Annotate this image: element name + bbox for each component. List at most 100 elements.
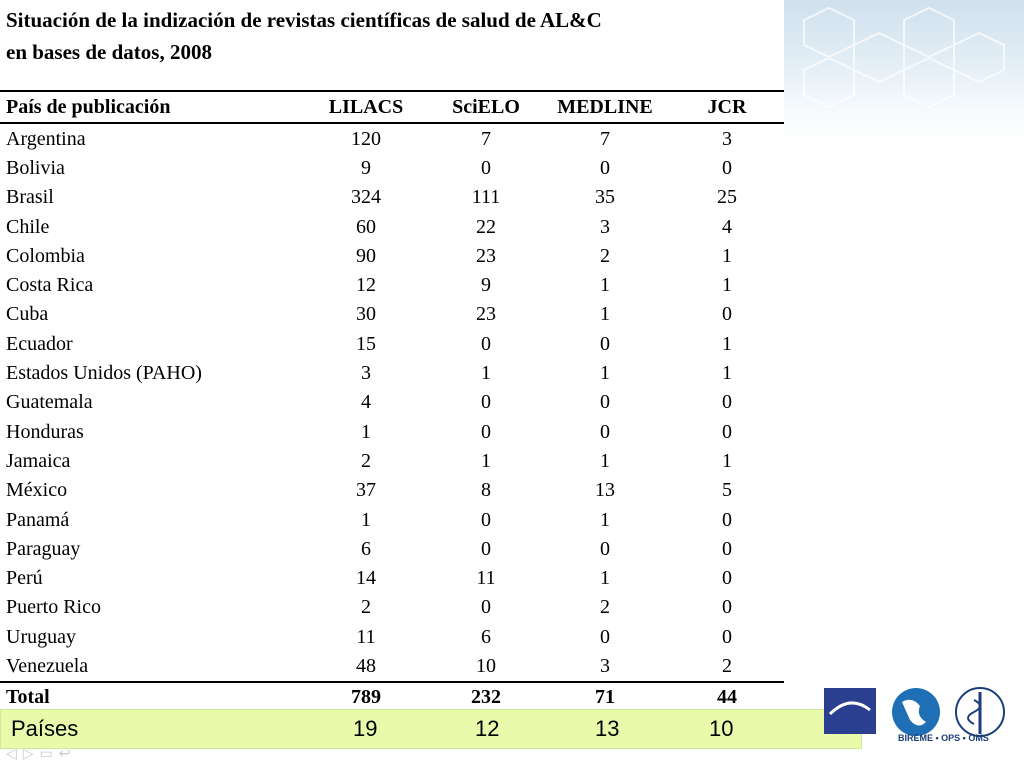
table-row: Paraguay 6 0 0 0 [0,534,784,563]
cell-lilacs: 48 [356,654,376,677]
cell-scielo: 0 [481,391,491,414]
cell-country: Venezuela [6,654,89,677]
table-row: Venezuela 48 10 3 2 [0,651,784,681]
cell-jcr: 0 [722,537,732,560]
logos [824,687,1005,737]
cell-country: Brasil [6,186,54,209]
cell-country: Estados Unidos (PAHO) [6,362,202,385]
total-label: Total [0,680,300,711]
cell-lilacs: 90 [356,244,376,267]
table-row: Argentina 120 7 7 3 [0,123,784,153]
cell-country: Perú [6,567,43,590]
cell-country: Guatemala [6,391,93,414]
cell-lilacs: 3 [361,362,371,385]
table-row: Jamaica 2 1 1 1 [0,446,784,475]
cell-country: Costa Rica [6,274,94,297]
cell-jcr: 0 [722,303,732,326]
prev-slide-icon[interactable]: ◁ [6,746,23,762]
cell-medline: 35 [595,186,615,209]
cell-medline: 7 [600,127,610,150]
cell-scielo: 7 [481,127,491,150]
cell-medline: 13 [595,479,615,502]
return-icon[interactable]: ↩ [58,746,77,762]
cell-scielo: 111 [471,186,501,209]
menu-icon[interactable]: ▭ [39,746,59,762]
header-jcr: JCR [670,92,784,124]
total-row: Total 789 232 71 44 [0,680,784,711]
table-row: Ecuador 15 0 0 1 [0,329,784,358]
cell-medline: 0 [600,420,610,443]
paises-lilacs: 19 [353,716,378,741]
table-row: Guatemala 4 0 0 0 [0,388,784,417]
background-decoration [784,0,1024,140]
cell-medline: 0 [600,156,610,179]
header-row: País de publicación LILACS SciELO MEDLIN… [0,92,784,124]
cell-jcr: 4 [722,215,732,238]
cell-country: Uruguay [6,625,76,648]
paises-scielo: 12 [475,716,500,741]
total-jcr: 44 [670,680,784,711]
cell-scielo: 0 [481,156,491,179]
header-scielo: SciELO [432,92,540,124]
paises-label: Países [11,716,79,741]
cell-medline: 3 [600,654,610,677]
next-slide-icon[interactable]: ▷ [22,746,40,762]
cell-medline: 2 [600,596,610,619]
cell-scielo: 0 [481,332,491,355]
cell-jcr: 1 [722,362,732,385]
hexagon-pattern-icon [803,6,1005,109]
header-lilacs: LILACS [300,92,432,124]
cell-medline: 1 [600,303,610,326]
cell-lilacs: 15 [356,332,376,355]
table-title-box: Situación de la indización de revistas c… [0,0,784,92]
cell-lilacs: 120 [351,127,381,150]
cell-country: Bolivia [6,156,65,179]
table-row: Bolivia 9 0 0 0 [0,153,784,182]
cell-scielo: 22 [476,215,496,238]
cell-scielo: 0 [481,420,491,443]
cell-jcr: 1 [722,274,732,297]
table-row: Brasil 324 111 35 25 [0,183,784,212]
cell-country: Paraguay [6,537,81,560]
paises-jcr: 10 [709,716,734,741]
cell-lilacs: 6 [361,537,371,560]
cell-jcr: 5 [722,479,732,502]
title-line-2: en bases de datos, 2008 [6,40,212,64]
header-country: País de publicación [0,92,300,124]
cell-medline: 1 [600,508,610,531]
cell-country: Panamá [6,508,70,531]
cell-lilacs: 2 [361,596,371,619]
header-medline: MEDLINE [540,92,670,124]
bireme-ops-oms-label: BIREME • OPS • OMS [898,733,989,743]
table-row: Panamá 1 0 1 0 [0,505,784,534]
cell-scielo: 0 [481,537,491,560]
table-row: Puerto Rico 2 0 2 0 [0,593,784,622]
cell-lilacs: 324 [351,186,381,209]
cell-lilacs: 2 [361,449,371,472]
table-row: Cuba 30 23 1 0 [0,300,784,329]
slide-navigation: ◁▷▭↩ [6,746,77,762]
cell-scielo: 10 [476,654,496,677]
cell-lilacs: 9 [361,156,371,179]
cell-lilacs: 60 [356,215,376,238]
table-title: Situación de la indización de revistas c… [6,4,776,68]
cell-jcr: 0 [722,625,732,648]
indexing-table-container: Situación de la indización de revistas c… [0,0,784,711]
cell-scielo: 11 [476,567,496,590]
cell-medline: 1 [600,567,610,590]
cell-medline: 0 [600,537,610,560]
cell-medline: 0 [600,391,610,414]
cell-jcr: 0 [722,156,732,179]
cell-jcr: 1 [722,449,732,472]
cell-jcr: 0 [722,567,732,590]
cell-scielo: 8 [481,479,491,502]
indexing-table: País de publicación LILACS SciELO MEDLIN… [0,92,784,711]
cell-scielo: 9 [481,274,491,297]
total-medline: 71 [540,680,670,711]
cell-jcr: 3 [722,127,732,150]
cell-lilacs: 14 [356,567,376,590]
paises-medline: 13 [595,716,620,741]
cell-medline: 3 [600,215,610,238]
cell-medline: 0 [600,332,610,355]
cell-scielo: 1 [481,362,491,385]
